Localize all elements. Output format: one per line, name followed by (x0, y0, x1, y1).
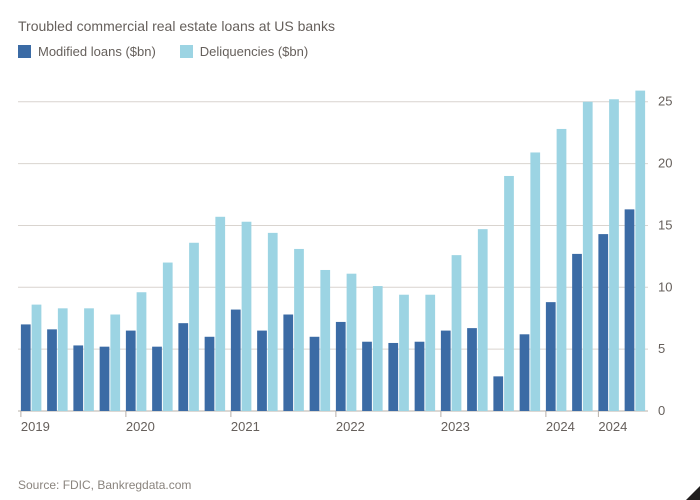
bar-delinquencies (609, 99, 619, 411)
bar-modified (572, 254, 582, 411)
bar-modified (415, 342, 425, 411)
bar-delinquencies (347, 274, 357, 411)
bar-modified (283, 315, 293, 411)
bar-modified (441, 331, 451, 411)
bar-modified (625, 209, 635, 411)
bar-modified (598, 234, 608, 411)
bar-modified (467, 328, 477, 411)
bar-modified (520, 334, 530, 411)
legend-label-delinquencies: Deliquencies ($bn) (200, 44, 308, 59)
bar-modified (47, 329, 57, 411)
legend-swatch-modified (18, 45, 31, 58)
bar-modified (205, 337, 215, 411)
x-tick-label: 2023 (441, 419, 470, 434)
y-tick-label: 0 (658, 403, 665, 418)
bar-modified (73, 345, 83, 411)
bar-delinquencies (557, 129, 567, 411)
bar-delinquencies (137, 292, 147, 411)
y-tick-label: 10 (658, 279, 672, 294)
bar-delinquencies (189, 243, 199, 411)
y-tick-label: 20 (658, 156, 672, 171)
bar-delinquencies (268, 233, 278, 411)
bar-modified (546, 302, 556, 411)
source-text: Source: FDIC, Bankregdata.com (18, 478, 191, 492)
x-tick-label: 2020 (126, 419, 155, 434)
bar-modified (493, 376, 503, 411)
bar-modified (21, 324, 31, 411)
bar-delinquencies (504, 176, 514, 411)
bar-modified (178, 323, 188, 411)
bar-delinquencies (242, 222, 252, 411)
plot-area: 0 5 10 15 20 25 2019 2020 2021 2022 2023 2024 2024 (18, 71, 682, 437)
x-tick-label: 2021 (231, 419, 260, 434)
bar-delinquencies (373, 286, 383, 411)
bar-delinquencies (32, 305, 42, 411)
bar-delinquencies (84, 308, 94, 411)
bar-delinquencies (425, 295, 435, 411)
bar-delinquencies (110, 315, 120, 411)
bar-delinquencies (452, 255, 462, 411)
legend-item-delinquencies: Deliquencies ($bn) (180, 44, 308, 59)
chart-container: Troubled commercial real estate loans at… (18, 18, 682, 472)
legend: Modified loans ($bn) Deliquencies ($bn) (18, 44, 682, 59)
x-tick-label: 2024 (598, 419, 627, 434)
bar-delinquencies (58, 308, 68, 411)
legend-item-modified: Modified loans ($bn) (18, 44, 156, 59)
y-tick-label: 5 (658, 341, 665, 356)
x-tick-label: 2019 (21, 419, 50, 434)
legend-label-modified: Modified loans ($bn) (38, 44, 156, 59)
x-tick-label: 2024 (546, 419, 575, 434)
bar-modified (100, 347, 110, 411)
bar-delinquencies (294, 249, 304, 411)
bar-modified (231, 310, 241, 411)
bar-delinquencies (215, 217, 225, 411)
bar-modified (257, 331, 267, 411)
bar-modified (388, 343, 398, 411)
bar-delinquencies (163, 263, 173, 411)
corner-mark-icon (686, 486, 700, 500)
bar-delinquencies (635, 91, 645, 411)
bar-modified (336, 322, 346, 411)
bar-modified (362, 342, 372, 411)
bar-modified (310, 337, 320, 411)
bar-delinquencies (583, 102, 593, 411)
bar-delinquencies (530, 152, 540, 411)
bar-delinquencies (320, 270, 330, 411)
x-tick-label: 2022 (336, 419, 365, 434)
bar-modified (152, 347, 162, 411)
bar-delinquencies (399, 295, 409, 411)
y-tick-label: 15 (658, 217, 672, 232)
legend-swatch-delinquencies (180, 45, 193, 58)
bar-delinquencies (478, 229, 488, 411)
chart-title: Troubled commercial real estate loans at… (18, 18, 682, 34)
y-tick-label: 25 (658, 94, 672, 109)
bar-chart-svg: 0 5 10 15 20 25 2019 2020 2021 2022 2023 2024 2024 (18, 71, 682, 437)
bar-modified (126, 331, 136, 411)
